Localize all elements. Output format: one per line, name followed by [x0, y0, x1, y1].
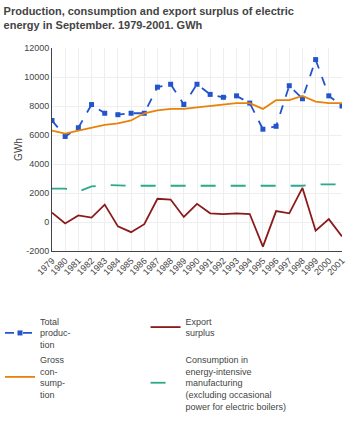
- svg-text:1997: 1997: [273, 256, 294, 277]
- svg-text:1999: 1999: [299, 256, 320, 277]
- svg-text:8000: 8000: [29, 101, 49, 111]
- svg-text:1994: 1994: [233, 256, 254, 277]
- svg-text:1992: 1992: [207, 256, 228, 277]
- svg-text:2000: 2000: [29, 188, 49, 198]
- svg-text:Exportsurplus: Exportsurplus: [186, 317, 216, 339]
- svg-text:1988: 1988: [154, 256, 175, 277]
- svg-text:1979: 1979: [35, 256, 56, 277]
- svg-text:2000: 2000: [312, 256, 333, 277]
- svg-text:1990: 1990: [180, 256, 201, 277]
- svg-text:10000: 10000: [24, 72, 49, 82]
- svg-text:1982: 1982: [75, 256, 96, 277]
- svg-text:1989: 1989: [167, 256, 188, 277]
- svg-text:1991: 1991: [194, 256, 215, 277]
- svg-text:1987: 1987: [141, 256, 162, 277]
- svg-text:1980: 1980: [49, 256, 70, 277]
- svg-text:0: 0: [44, 217, 49, 227]
- svg-text:Grosscon-sump-tion: Grosscon-sump-tion: [40, 355, 65, 400]
- svg-text:2001: 2001: [325, 256, 346, 277]
- svg-text:Totalproduc-tion: Totalproduc-tion: [40, 317, 71, 350]
- svg-text:1998: 1998: [286, 256, 307, 277]
- svg-text:1996: 1996: [259, 256, 280, 277]
- svg-text:1984: 1984: [101, 256, 122, 277]
- svg-text:1995: 1995: [246, 256, 267, 277]
- svg-text:1993: 1993: [220, 256, 241, 277]
- svg-text:GWh: GWh: [13, 138, 24, 161]
- svg-text:4000: 4000: [29, 159, 49, 169]
- svg-text:Consumption inenergy-intensive: Consumption inenergy-intensivemanufactur…: [186, 355, 287, 412]
- svg-text:6000: 6000: [29, 130, 49, 140]
- svg-text:Production, consumption and ex: Production, consumption and export surpl…: [4, 5, 294, 31]
- svg-text:1985: 1985: [114, 256, 135, 277]
- svg-text:1981: 1981: [62, 256, 83, 277]
- svg-text:1986: 1986: [128, 256, 149, 277]
- svg-text:-2000: -2000: [26, 246, 49, 256]
- svg-text:12000: 12000: [24, 43, 49, 53]
- svg-text:1983: 1983: [88, 256, 109, 277]
